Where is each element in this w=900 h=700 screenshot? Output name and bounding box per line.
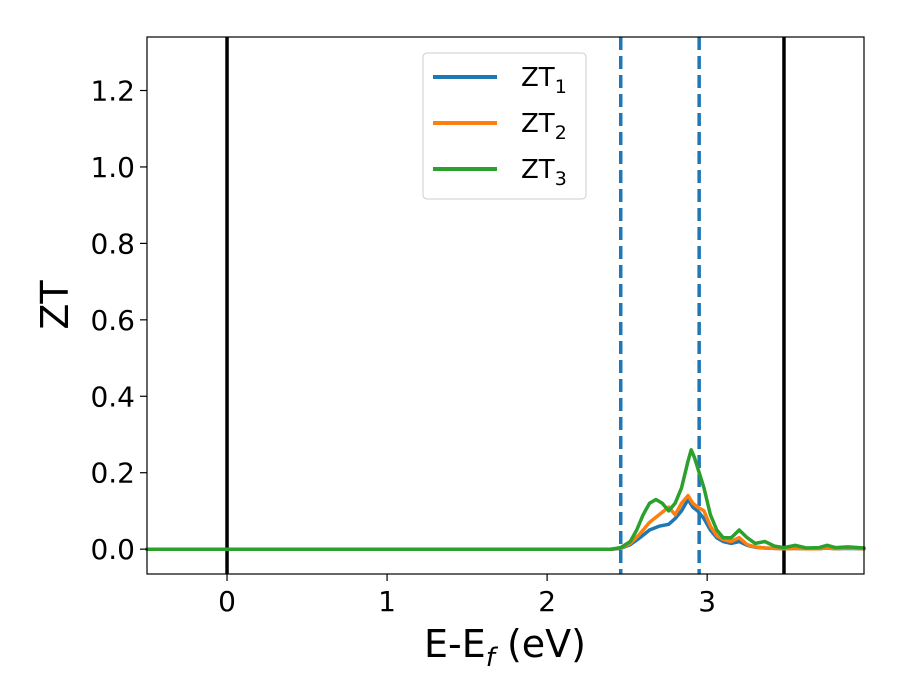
y-tick-label: 0.8 <box>90 227 135 260</box>
y-axis-label: ZT <box>33 280 77 330</box>
x-axis-ticks: 0 1 2 3 <box>218 574 716 618</box>
legend-box <box>422 52 587 200</box>
x-tick-label: 3 <box>698 585 716 618</box>
vertical-reference-lines <box>225 37 786 574</box>
x-tick-label: 2 <box>538 585 556 618</box>
y-tick-label: 0.2 <box>90 457 135 490</box>
y-axis-ticks: 0.0 0.2 0.4 0.6 0.8 1.0 1.2 <box>90 75 147 566</box>
series-line-2 <box>145 493 866 551</box>
plot-frame <box>146 36 865 575</box>
x-tick-label: 0 <box>218 585 236 618</box>
y-tick-label: 1.0 <box>90 151 135 184</box>
series-lines <box>145 448 866 551</box>
legend: ZT1 ZT2 ZT3 <box>422 52 587 200</box>
legend-label-2: ZT2 <box>521 109 567 144</box>
x-tick-label: 1 <box>378 585 396 618</box>
legend-label-1: ZT1 <box>521 63 567 98</box>
y-tick-label: 0.6 <box>90 304 135 337</box>
series-line-3 <box>145 448 866 551</box>
y-tick-label: 0.0 <box>90 533 135 566</box>
legend-label-3: ZT3 <box>521 155 567 190</box>
x-axis-label: E-Ef (eV) <box>424 622 586 673</box>
y-tick-label: 0.4 <box>90 380 135 413</box>
y-tick-label: 1.2 <box>90 75 135 108</box>
